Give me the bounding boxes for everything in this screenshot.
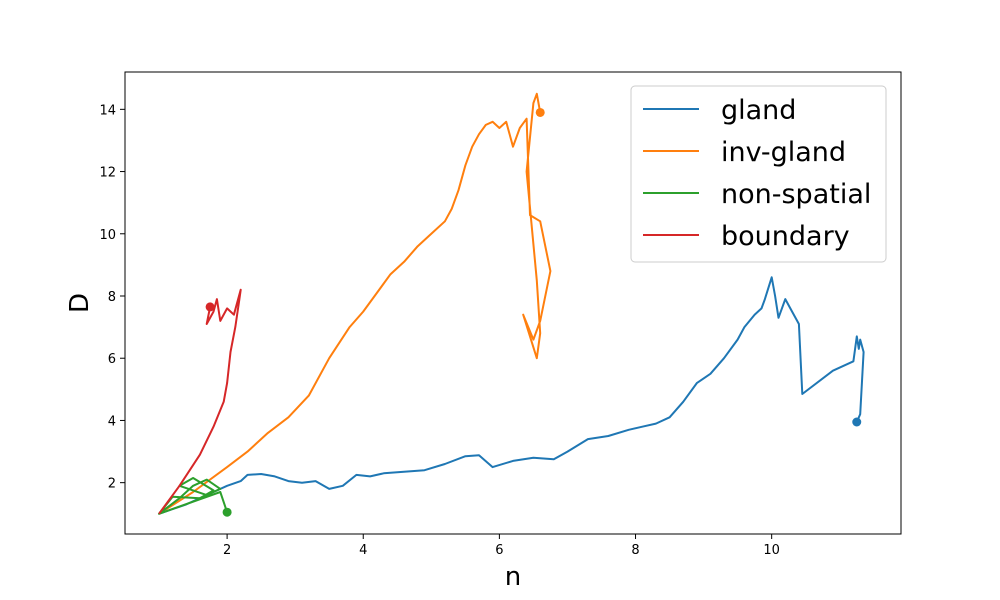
series-end-point-non-spatial — [222, 507, 232, 517]
y-axis-label: D — [65, 293, 95, 313]
series-line-inv-gland — [158, 92, 552, 515]
x-axis-label: n — [505, 562, 521, 592]
series-layer — [158, 92, 865, 517]
legend-frame — [630, 85, 887, 263]
series-line-boundary — [158, 288, 242, 515]
series-end-point-gland — [852, 417, 862, 427]
x-tick-label: 8 — [631, 543, 639, 558]
series-end-point-inv-gland — [535, 107, 545, 117]
legend-label-gland: gland — [721, 95, 796, 126]
x-tick-label: 10 — [763, 543, 780, 558]
y-tick-label: 8 — [108, 290, 116, 305]
series-end-point-boundary — [205, 302, 215, 312]
x-tick-label: 2 — [223, 543, 231, 558]
ticks-layer: 2 4 6 8 10 2 4 6 8 10 12 14 — [99, 103, 779, 558]
legend-label-inv-gland: inv-gland — [721, 137, 846, 168]
y-tick-label: 10 — [99, 228, 116, 243]
y-tick-label: 2 — [108, 477, 116, 492]
y-tick-label: 6 — [108, 352, 116, 367]
legend: gland inv-gland non-spatial boundary — [630, 85, 887, 263]
x-tick-label: 6 — [495, 543, 503, 558]
legend-label-boundary: boundary — [721, 221, 850, 252]
x-tick-label: 4 — [359, 543, 367, 558]
series-line-gland — [158, 276, 865, 515]
y-tick-label: 4 — [108, 414, 116, 429]
y-tick-label: 14 — [99, 103, 116, 118]
y-tick-label: 12 — [99, 166, 116, 181]
plot-frame — [124, 71, 902, 535]
legend-label-non-spatial: non-spatial — [721, 179, 871, 210]
